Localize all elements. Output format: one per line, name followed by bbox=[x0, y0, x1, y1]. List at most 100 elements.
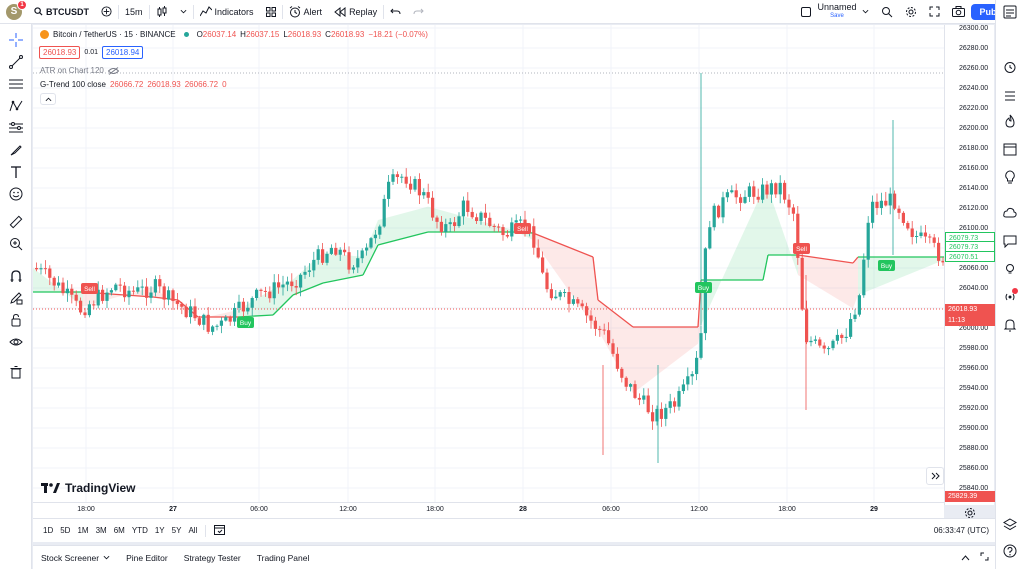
bell-icon bbox=[1003, 319, 1017, 332]
magnet-tool[interactable] bbox=[6, 266, 26, 286]
alert-button[interactable]: Alert bbox=[283, 0, 329, 24]
indicators-button[interactable]: Indicators bbox=[194, 0, 260, 24]
chats-button[interactable] bbox=[1001, 232, 1019, 250]
range-button-5d[interactable]: 5D bbox=[60, 526, 71, 535]
collapse-panel-button[interactable] bbox=[957, 553, 974, 563]
ruler-icon bbox=[9, 215, 23, 229]
fullscreen-button[interactable] bbox=[923, 0, 946, 24]
lock-drawings-tool[interactable] bbox=[6, 310, 26, 330]
gtrend-line bbox=[597, 299, 634, 328]
undo-button[interactable] bbox=[384, 0, 407, 24]
stay-in-drawing-tool[interactable] bbox=[6, 288, 26, 308]
brush-tool[interactable] bbox=[6, 140, 26, 160]
candle-body bbox=[426, 192, 430, 198]
range-button-1d[interactable]: 1D bbox=[43, 526, 54, 535]
candle-body bbox=[175, 300, 179, 304]
sell-price-box[interactable]: 26018.93 bbox=[39, 46, 81, 59]
projection-tool[interactable] bbox=[6, 118, 26, 138]
measure-tool[interactable] bbox=[6, 212, 26, 232]
snapshot-button[interactable] bbox=[946, 0, 971, 24]
watchlist-button[interactable] bbox=[1001, 3, 1019, 21]
range-button-5y[interactable]: 5Y bbox=[171, 526, 182, 535]
trend-fill bbox=[428, 206, 513, 232]
time-scale[interactable]: 18:00 27 06:00 12:00 18:00 28 06:00 12:00 18:00 2… bbox=[33, 502, 944, 518]
calendar-icon bbox=[214, 525, 226, 535]
compare-button[interactable] bbox=[95, 0, 118, 24]
alerts-button[interactable] bbox=[1001, 58, 1019, 76]
layout-button[interactable]: Unnamed Save bbox=[795, 0, 875, 24]
redo-button[interactable] bbox=[407, 0, 430, 24]
candle-body bbox=[321, 249, 325, 263]
ohlc-open: O26037.14 bbox=[196, 30, 237, 39]
settings-button[interactable] bbox=[899, 0, 923, 24]
tab-strategy-tester[interactable]: Strategy Tester bbox=[183, 552, 241, 563]
zoom-tool[interactable] bbox=[6, 234, 26, 254]
icon-tool[interactable] bbox=[6, 184, 26, 204]
help-center-button[interactable] bbox=[1001, 542, 1019, 560]
range-button-1m[interactable]: 1M bbox=[77, 526, 89, 535]
templates-button[interactable] bbox=[260, 0, 282, 24]
interval-button[interactable]: 15m bbox=[119, 0, 149, 24]
candle-body bbox=[765, 184, 769, 195]
streams-button[interactable] bbox=[1001, 204, 1019, 222]
range-button-1y[interactable]: 1Y bbox=[154, 526, 165, 535]
tab-pine-editor[interactable]: Pine Editor bbox=[126, 552, 168, 563]
candle-body bbox=[532, 226, 536, 248]
price-chart[interactable]: Sell Buy Sell Buy Sell Buy bbox=[33, 25, 944, 502]
trend-line-tool[interactable] bbox=[6, 52, 26, 72]
price-label-green-3: 26070.51 bbox=[945, 251, 995, 262]
pattern-tool[interactable] bbox=[6, 96, 26, 116]
zoom-in-icon bbox=[10, 238, 23, 251]
scroll-to-realtime-button[interactable] bbox=[926, 467, 944, 485]
candle-body bbox=[57, 282, 61, 286]
chart-type-button[interactable] bbox=[150, 0, 174, 24]
maximize-panel-button[interactable] bbox=[974, 552, 995, 563]
text-tool[interactable] bbox=[6, 162, 26, 182]
hide-drawings-tool[interactable] bbox=[6, 332, 26, 352]
candle-body bbox=[769, 183, 773, 195]
chart-type-dropdown[interactable] bbox=[174, 0, 193, 24]
layers-button[interactable] bbox=[1001, 516, 1019, 534]
watermark-text: TradingView bbox=[65, 481, 136, 495]
candle-body bbox=[299, 274, 303, 288]
trend-line-icon bbox=[9, 55, 23, 69]
spread-value: 0.01 bbox=[84, 49, 98, 56]
quick-search-button[interactable] bbox=[875, 0, 899, 24]
candle-body bbox=[611, 343, 615, 354]
candle-body bbox=[941, 260, 944, 263]
remove-drawings-tool[interactable] bbox=[6, 362, 26, 382]
crosshair-tool[interactable] bbox=[6, 30, 26, 50]
trend-fill bbox=[853, 257, 858, 309]
bid-ask-row: 26018.93 0.01 26018.94 bbox=[39, 46, 144, 59]
clock-label[interactable]: 06:33:47 (UTC) bbox=[933, 526, 989, 535]
candle-body bbox=[118, 284, 122, 286]
object-tree-button[interactable] bbox=[1001, 86, 1019, 104]
calendar-button[interactable] bbox=[1001, 140, 1019, 158]
alarm-clock-icon bbox=[289, 5, 300, 17]
symbol-search[interactable]: BTCUSDT bbox=[28, 0, 95, 24]
range-button-3m[interactable]: 3M bbox=[95, 526, 107, 535]
candle-body bbox=[615, 353, 619, 369]
buy-price-box[interactable]: 26018.94 bbox=[102, 46, 144, 59]
price-tick: 26160.00 bbox=[959, 165, 989, 172]
price-scale[interactable]: 26300.00 26280.00 26260.00 26240.00 26220.00… bbox=[944, 25, 995, 518]
broadcast-button[interactable] bbox=[1001, 288, 1019, 306]
scale-settings-button[interactable] bbox=[964, 507, 976, 519]
range-button-all[interactable]: All bbox=[188, 526, 198, 535]
notifications-button[interactable] bbox=[1001, 316, 1019, 334]
tab-trading-panel[interactable]: Trading Panel bbox=[256, 552, 310, 563]
fib-tool[interactable] bbox=[6, 74, 26, 94]
help-button[interactable] bbox=[1001, 260, 1019, 278]
range-button-6m[interactable]: 6M bbox=[113, 526, 125, 535]
replay-button[interactable]: Replay bbox=[328, 0, 383, 24]
eye-hidden-icon[interactable] bbox=[107, 66, 119, 75]
hotlists-button[interactable] bbox=[1001, 112, 1019, 130]
go-to-date-button[interactable] bbox=[214, 524, 226, 537]
ideas-button[interactable] bbox=[1001, 168, 1019, 186]
collapse-legend-button[interactable] bbox=[40, 93, 56, 105]
chart-pane[interactable]: Sell Buy Sell Buy Sell Buy Bitcoin / TetherUS… bbox=[33, 25, 944, 502]
candle-body bbox=[343, 249, 347, 253]
tab-stock-screener[interactable]: Stock Screener bbox=[33, 553, 118, 563]
range-button-ytd[interactable]: YTD bbox=[131, 526, 148, 535]
